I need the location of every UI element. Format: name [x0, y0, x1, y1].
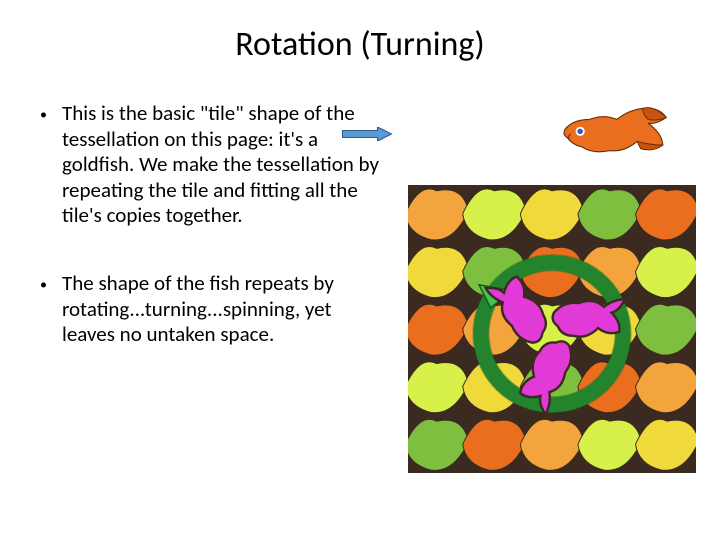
- bullet-1-text: This is the basic "tile" shape of the te…: [62, 101, 380, 229]
- bullet-2-text: The shape of the fish repeats by rotatin…: [62, 271, 380, 348]
- content-row: • This is the basic "tile" shape of the …: [40, 101, 680, 390]
- pointer-arrow: [338, 127, 396, 141]
- tessellation-image: [408, 185, 696, 473]
- tessellation-tiles: [408, 189, 696, 470]
- bullet-1: • This is the basic "tile" shape of the …: [40, 101, 380, 229]
- slide-title: Rotation (Turning): [40, 24, 680, 65]
- bullet-dot: •: [40, 271, 62, 348]
- bullet-2: • The shape of the fish repeats by rotat…: [40, 271, 380, 348]
- bullet-dot: •: [40, 101, 62, 229]
- image-column: [398, 101, 680, 390]
- text-column: • This is the basic "tile" shape of the …: [40, 101, 380, 390]
- goldfish-icon: [564, 108, 666, 152]
- goldfish-tile-image: [560, 101, 670, 169]
- slide-container: Rotation (Turning) • This is the basic "…: [0, 0, 720, 540]
